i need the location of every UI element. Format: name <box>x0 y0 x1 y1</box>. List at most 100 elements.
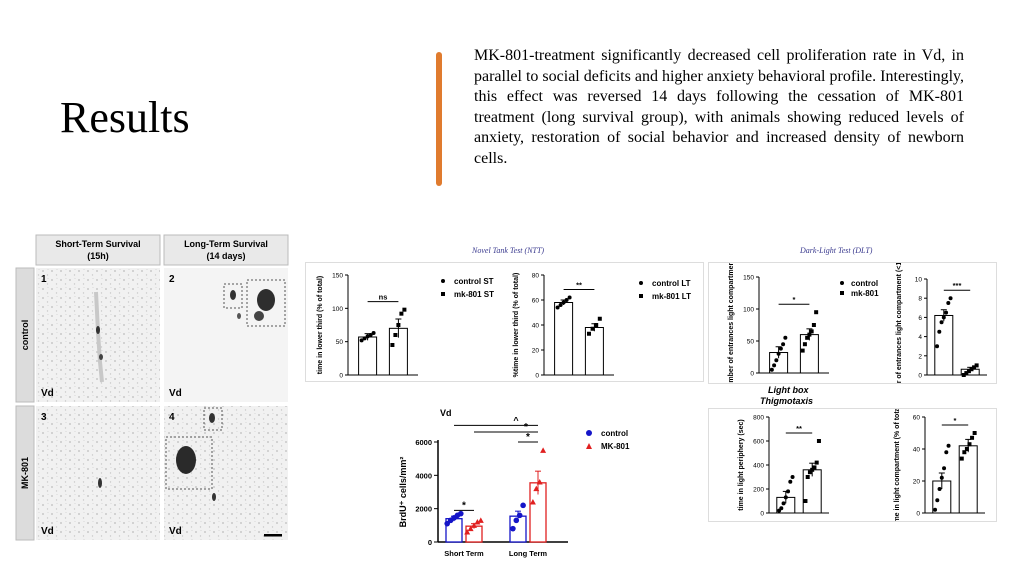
data-point <box>774 358 779 363</box>
y-tick-label: 150 <box>743 275 754 282</box>
legend-control-lt: control LT <box>652 279 691 288</box>
data-point <box>939 320 944 325</box>
micrograph-figure: Short-Term Survival (15h) Long-Term Surv… <box>15 234 289 541</box>
row-label-mk801: MK-801 <box>20 457 30 489</box>
y-tick-label: 2 <box>918 353 922 360</box>
data-point <box>772 363 777 368</box>
data-point <box>964 371 969 376</box>
y-tick-label: 6 <box>918 315 922 322</box>
y-tick-label: 50 <box>336 339 344 346</box>
header-long-line1: Long-Term Survival <box>184 239 268 249</box>
region-label: Vd <box>169 526 182 537</box>
data-point <box>805 475 810 479</box>
data-point <box>946 301 951 305</box>
data-point <box>390 343 395 347</box>
significance-label: * <box>954 416 957 425</box>
panel-number-3: 3 <box>41 412 47 423</box>
legend-control-st: control ST <box>454 277 494 286</box>
significance-label: * <box>793 295 796 304</box>
data-point <box>781 342 786 347</box>
data-point <box>959 456 964 461</box>
data-point <box>471 522 477 528</box>
panel-number-2: 2 <box>169 274 175 285</box>
data-point <box>769 367 774 372</box>
data-point <box>972 365 977 370</box>
data-point <box>362 336 367 341</box>
data-point <box>368 333 373 337</box>
data-point <box>944 310 949 315</box>
y-tick-label: 60 <box>532 298 540 305</box>
y-tick-label: 2000 <box>415 505 432 514</box>
data-point <box>790 475 795 479</box>
micrograph-3 <box>36 406 160 540</box>
bar <box>358 336 378 376</box>
data-point <box>937 329 942 334</box>
data-point <box>778 346 783 351</box>
data-point <box>467 525 474 532</box>
data-point <box>564 298 569 302</box>
dlt-header: Dark-Light Test (DLT) <box>800 246 873 255</box>
data-point <box>972 431 977 435</box>
data-point <box>969 367 974 372</box>
data-point <box>961 373 966 377</box>
y-tick-label: 200 <box>753 487 764 494</box>
legend-marker <box>441 279 445 283</box>
scale-bar <box>264 534 282 537</box>
data-point <box>802 342 807 347</box>
data-point <box>597 316 602 321</box>
y-tick-label: 10 <box>915 277 923 284</box>
y-axis-label: time in light periphery (sec) <box>738 419 745 510</box>
bar <box>958 445 978 514</box>
significance-label: ** <box>796 424 802 433</box>
significance-label: ns <box>379 293 388 302</box>
y-tick-label: 80 <box>532 273 540 280</box>
data-point <box>967 442 972 447</box>
y-tick-label: 0 <box>339 373 343 380</box>
data-point <box>964 447 969 451</box>
micrograph-2 <box>164 268 288 402</box>
x-tick-label: Long Term <box>509 549 548 558</box>
y-tick-label: 100 <box>332 306 343 313</box>
legend-marker <box>586 443 592 449</box>
data-point <box>942 466 947 471</box>
header-short-term <box>35 234 161 266</box>
y-axis-label: BrdU⁺ cells/mm² <box>398 457 408 528</box>
legend-marker <box>639 294 643 298</box>
y-tick-label: 0 <box>760 511 764 518</box>
data-point <box>948 296 953 301</box>
bar <box>554 302 574 376</box>
data-point <box>935 344 940 349</box>
data-point <box>594 323 599 327</box>
legend-marker <box>840 281 844 285</box>
data-point <box>781 501 786 506</box>
x-tick-label: Short Term <box>444 549 484 558</box>
legend-marker <box>586 430 592 436</box>
data-point <box>939 475 944 480</box>
data-point <box>567 295 572 300</box>
data-point <box>359 338 364 343</box>
region-label: Vd <box>169 388 182 399</box>
y-axis-label: time in lower third (% of total) <box>317 276 324 374</box>
data-point <box>540 447 547 453</box>
header-long-term <box>163 234 289 266</box>
y-axis-label: time in light compartment (% of total) <box>894 408 901 522</box>
ntt-lt-legend: control LT mk-801 LT <box>639 279 691 301</box>
data-point <box>513 517 520 524</box>
y-tick-label: 40 <box>532 323 540 330</box>
y-tick-label: 0 <box>428 538 432 547</box>
data-point <box>814 460 819 465</box>
y-tick-label: 8 <box>918 296 922 303</box>
data-point <box>807 470 812 475</box>
y-tick-label: 0 <box>918 373 922 380</box>
data-point <box>399 311 404 316</box>
y-tick-label: 50 <box>747 339 755 346</box>
significance-label: ^ <box>513 415 519 425</box>
data-point <box>393 333 398 337</box>
significance-label: * <box>524 422 528 433</box>
data-point <box>816 439 821 443</box>
data-point <box>788 479 793 484</box>
data-point <box>365 334 370 339</box>
thigmotaxis-label: Thigmotaxis <box>760 396 814 406</box>
data-point <box>783 335 788 340</box>
